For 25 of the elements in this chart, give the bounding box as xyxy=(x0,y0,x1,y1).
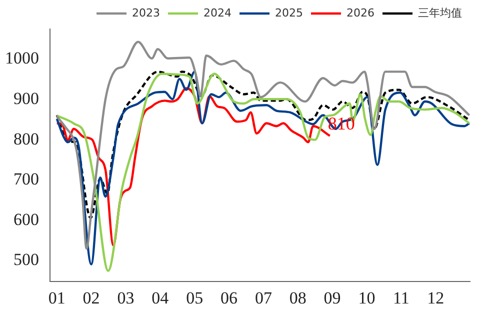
legend-label: 2025 xyxy=(275,6,304,20)
y-tick-label: 600 xyxy=(14,210,39,229)
x-tick-label: 01 xyxy=(48,288,66,308)
x-tick-label: 02 xyxy=(82,288,100,308)
legend-label: 2026 xyxy=(346,6,375,20)
legend-label: 2023 xyxy=(132,6,160,20)
x-tick-label: 12 xyxy=(427,288,444,308)
y-tick-label: 700 xyxy=(14,170,39,189)
x-tick-label: 09 xyxy=(324,288,341,308)
y-tick-label: 500 xyxy=(14,250,39,270)
y-tick-label: 800 xyxy=(14,129,39,148)
x-tick-label: 05 xyxy=(186,288,204,308)
x-tick-label: 11 xyxy=(392,288,410,308)
legend-label: 三年均值 xyxy=(418,6,462,20)
line-series xyxy=(56,70,470,220)
y-tick-label: 1000 xyxy=(5,48,39,68)
y-tick-label: 900 xyxy=(14,88,39,108)
x-tick-label: 03 xyxy=(117,288,134,308)
x-tick-label: 04 xyxy=(152,288,170,308)
x-tick-label: 08 xyxy=(289,288,306,308)
x-tick-label: 07 xyxy=(254,288,272,308)
line-series xyxy=(56,40,470,250)
x-tick-label: 10 xyxy=(358,288,376,308)
legend-label: 2024 xyxy=(204,6,232,20)
x-tick-label: 06 xyxy=(220,288,238,308)
